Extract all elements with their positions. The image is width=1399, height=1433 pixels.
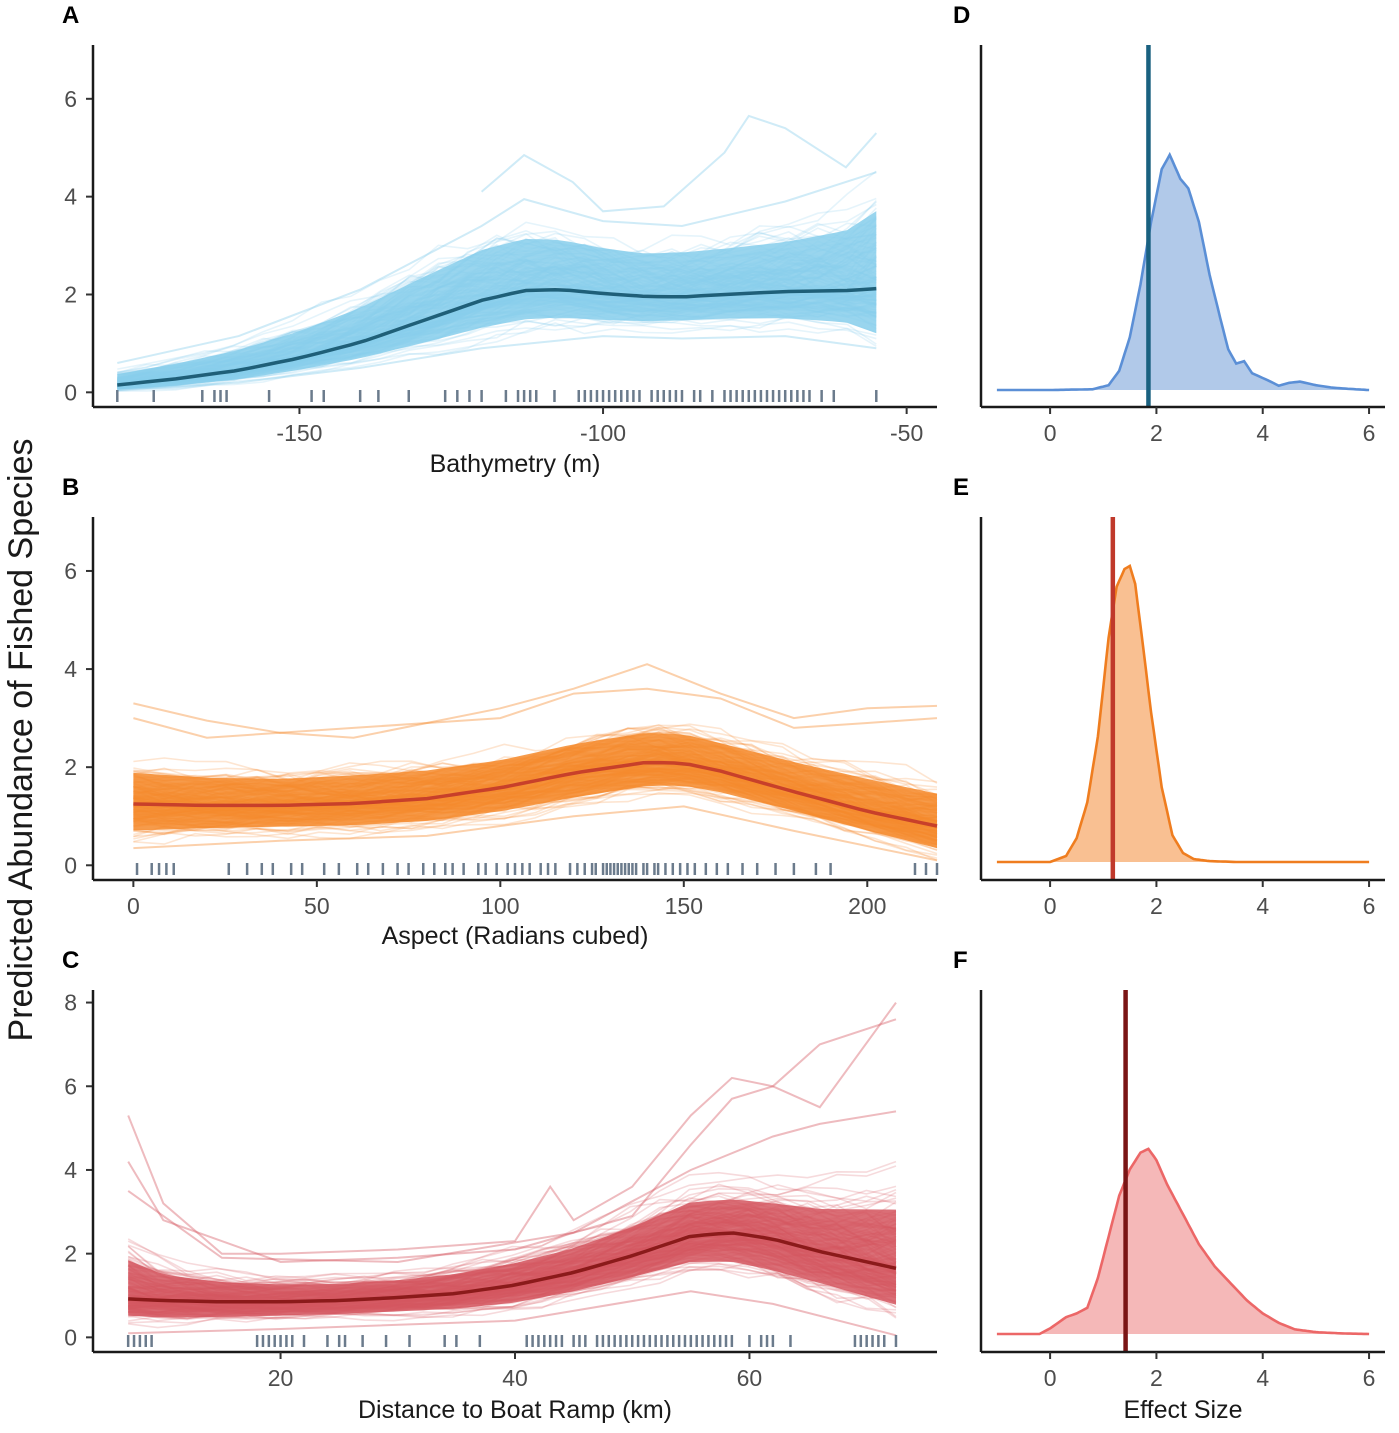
- panel-a-xtick-label: -50: [890, 420, 923, 446]
- panel-a-xtick-label: -150: [276, 420, 322, 446]
- panel-c-sample-line: [127, 1184, 897, 1282]
- panel-b-outlier-line: [133, 805, 938, 862]
- panel-a: A 0 2 4 6 -150 -100 -50 Bathymetry (m): [62, 2, 937, 478]
- panel-c-sample-line: [128, 1268, 897, 1324]
- panel-e-xtick-label: 6: [1363, 893, 1376, 919]
- panel-c-mean-line: [128, 1231, 897, 1304]
- panel-b-xtick-label: 100: [481, 893, 519, 919]
- panel-c-sample-line: [127, 1171, 897, 1279]
- panel-c-sample-line: [128, 1259, 897, 1321]
- panel-a-ytick-label: 0: [64, 379, 77, 405]
- panel-e-xtick-label: 4: [1256, 893, 1269, 919]
- panel-c-xtick-label: 40: [502, 1365, 528, 1391]
- panel-b-xtick-label: 50: [304, 893, 330, 919]
- panel-e-letter: E: [953, 474, 969, 501]
- panel-c-x-title: Distance to Boat Ramp (km): [358, 1396, 672, 1424]
- panel-f-xtick-label: 2: [1150, 1365, 1163, 1391]
- panel-a-band-core: [117, 211, 877, 390]
- panel-e-density-line: [996, 564, 1370, 864]
- panel-b-sample-line: [133, 782, 938, 839]
- panel-f: F 0 2 4 6 Effect Size: [953, 947, 1385, 1424]
- panel-f-letter: F: [953, 947, 968, 974]
- panel-e-xtick-label: 0: [1044, 893, 1057, 919]
- panel-a-mean-line: [117, 286, 877, 387]
- panel-b-xtick-label: 0: [127, 893, 140, 919]
- panel-a-ytick-label: 2: [64, 281, 77, 307]
- panel-a-letter: A: [62, 2, 79, 29]
- panel-d-xtick-label: 2: [1150, 420, 1163, 446]
- panel-c-ytick-label: 6: [64, 1073, 77, 1099]
- panel-b-ytick-label: 2: [64, 754, 77, 780]
- panel-a-xtick-label: -100: [580, 420, 626, 446]
- panel-f-xtick-label: 0: [1044, 1365, 1057, 1391]
- panel-b-band-core: [133, 733, 937, 849]
- panel-c-xtick-label: 20: [268, 1365, 294, 1391]
- panel-a-outlier-line: [480, 114, 878, 213]
- panel-c-ytick-label: 8: [64, 990, 77, 1016]
- panel-c-sample-line: [127, 1165, 897, 1286]
- panel-d-density-line: [996, 151, 1370, 392]
- panel-b-letter: B: [62, 474, 79, 501]
- panel-d-letter: D: [953, 2, 970, 29]
- panel-c-ytick-label: 2: [64, 1241, 77, 1267]
- panel-e-density-area: [996, 566, 1370, 862]
- panel-b-ytick-label: 4: [64, 656, 77, 682]
- panel-c-sample-line: [127, 1160, 897, 1282]
- panel-b-mean-line: [133, 760, 938, 828]
- panel-d-xtick-label: 0: [1044, 420, 1057, 446]
- panel-d-xtick-label: 4: [1256, 420, 1269, 446]
- panel-c-sample-line: [127, 1187, 897, 1287]
- panel-a-sample-line: [117, 322, 877, 392]
- panel-a-sample-line: [117, 318, 877, 392]
- panel-f-density-line: [996, 1147, 1370, 1336]
- panel-a-ytick-label: 4: [64, 184, 77, 210]
- panel-c-ytick-label: 0: [64, 1324, 77, 1350]
- panel-f-xtick-label: 6: [1363, 1365, 1376, 1391]
- panel-a-outlier-line: [117, 335, 877, 391]
- panel-f-density-area: [996, 1148, 1370, 1334]
- panel-a-sample-line: [117, 221, 877, 375]
- panel-f-x-title: Effect Size: [1123, 1396, 1242, 1424]
- panel-b-sample-line: [133, 791, 938, 846]
- panel-c-outlier-line: [128, 1290, 897, 1337]
- panel-c: C 0 2 4 6 8 20 40 60 Distance to Boat Ramp (km): [62, 947, 937, 1424]
- panel-e: E 0 2 4 6: [953, 474, 1385, 919]
- panel-b-xtick-label: 200: [848, 893, 886, 919]
- panel-a-ytick-label: 6: [64, 86, 77, 112]
- panel-b: B 0 2 4 6 0 50 100 150 200 Aspect (Radians cubed): [62, 474, 939, 950]
- panel-b-outlier-line: [133, 687, 938, 739]
- panel-d-xtick-label: 6: [1363, 420, 1376, 446]
- panel-b-xtick-label: 150: [665, 893, 703, 919]
- panel-c-band-core: [128, 1199, 896, 1318]
- panel-d-density-area: [996, 154, 1370, 390]
- panel-a-x-title: Bathymetry (m): [430, 450, 601, 478]
- panel-b-sample-line: [133, 786, 938, 862]
- panel-c-outlier-line: [127, 1002, 897, 1255]
- panel-b-outlier-line: [133, 663, 938, 734]
- panel-c-outlier-line: [127, 1018, 897, 1264]
- panel-b-sample-line: [133, 726, 938, 783]
- panel-b-ytick-label: 0: [64, 852, 77, 878]
- panel-a-sample-line: [117, 170, 877, 370]
- panel-b-x-title: Aspect (Radians cubed): [382, 922, 649, 950]
- panel-c-outlier-line: [127, 1110, 897, 1264]
- panel-a-outlier-line: [117, 171, 877, 364]
- y-axis-title: Predicted Abundance of Fished Species: [2, 439, 40, 1042]
- panel-e-xtick-label: 2: [1150, 893, 1163, 919]
- panel-c-letter: C: [62, 947, 79, 974]
- panel-c-ytick-label: 4: [64, 1157, 77, 1183]
- panel-b-ytick-label: 6: [64, 558, 77, 584]
- panel-d: D 0 2 4 6: [953, 2, 1385, 446]
- panel-f-xtick-label: 4: [1256, 1365, 1269, 1391]
- panel-c-xtick-label: 60: [737, 1365, 763, 1391]
